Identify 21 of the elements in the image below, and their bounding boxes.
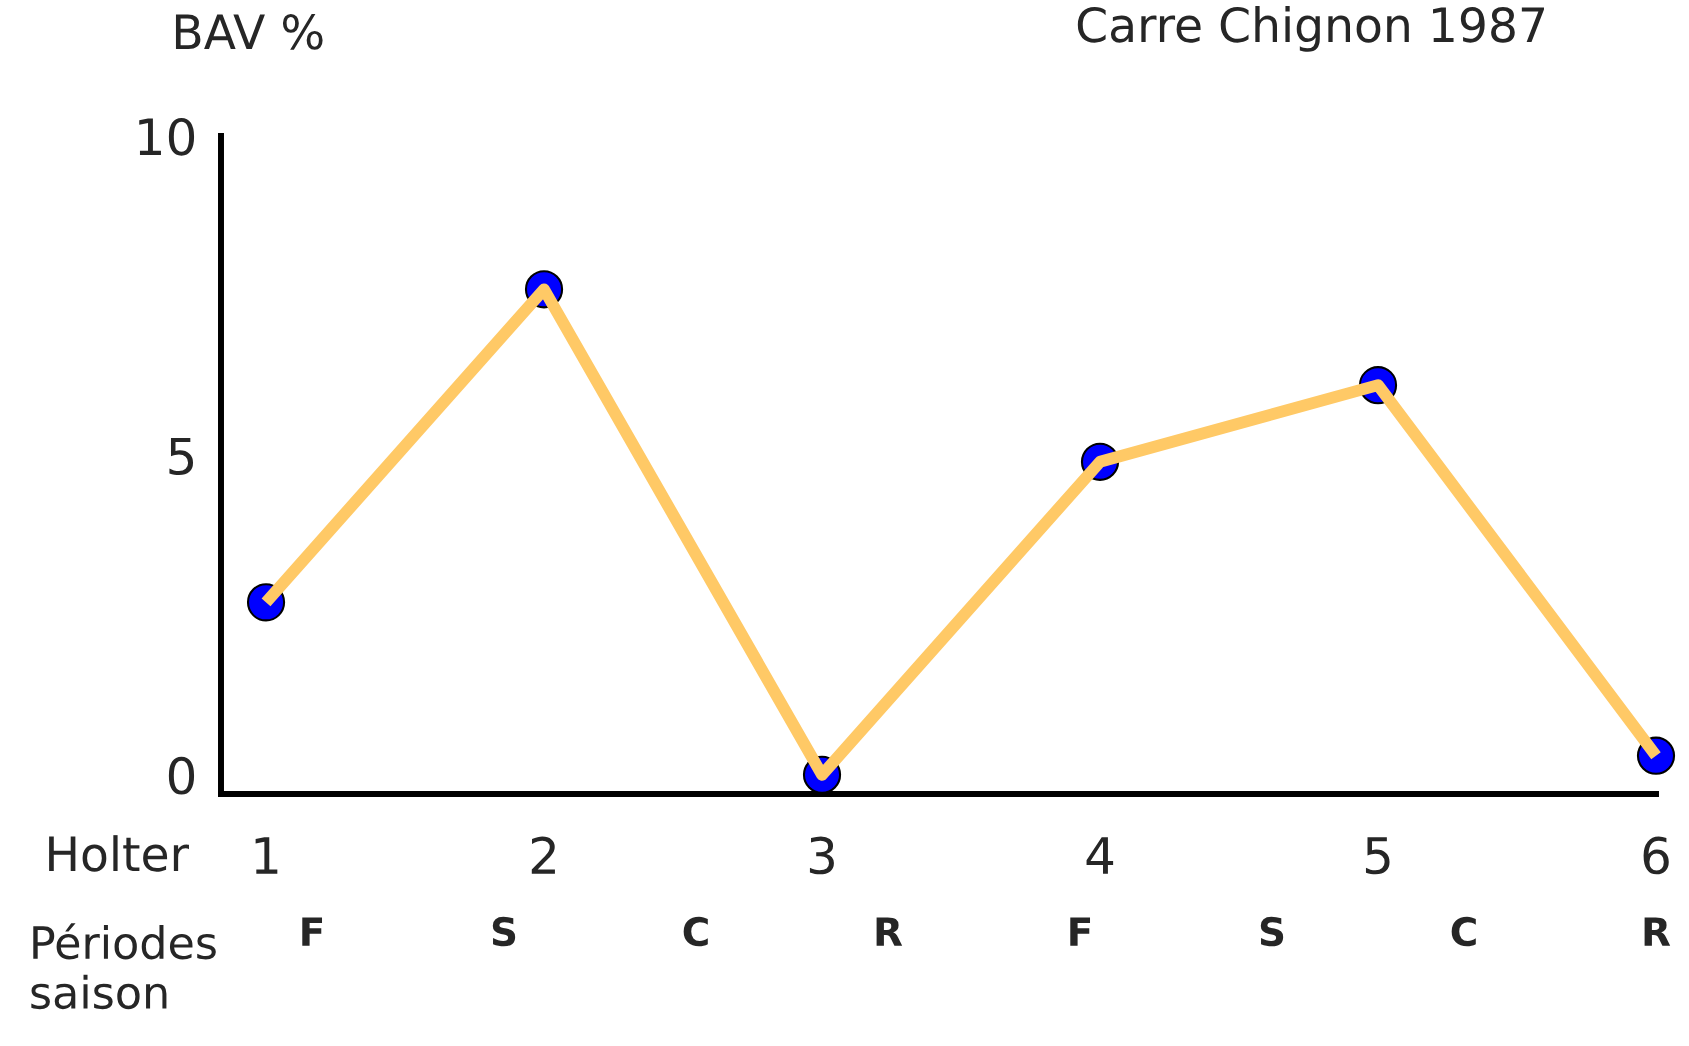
text: S bbox=[1260, 916, 1284, 947]
y-tick-label: 10 bbox=[139, 117, 195, 156]
x-tick-label: 4 bbox=[1086, 837, 1114, 874]
y-axis-title: BAV % bbox=[175, 13, 323, 50]
x-tick-label: 2 bbox=[531, 836, 555, 874]
y-tick-label: 0 bbox=[168, 756, 195, 795]
text: R bbox=[876, 917, 903, 946]
x-axis-title: Holter bbox=[49, 835, 189, 872]
x2-axis-title: Périodes saison bbox=[31, 923, 216, 1010]
text: F bbox=[302, 917, 323, 946]
y-tick-label: 5 bbox=[169, 437, 194, 476]
x-tick-label: 3 bbox=[809, 836, 834, 875]
x-tick-label: 1 bbox=[255, 837, 278, 874]
text: C bbox=[683, 916, 708, 947]
text: C bbox=[1451, 916, 1476, 947]
text: F bbox=[1070, 917, 1091, 946]
text: S bbox=[492, 916, 516, 947]
x-tick-label: 5 bbox=[1365, 837, 1390, 875]
text: R bbox=[1644, 917, 1671, 946]
x-tick-label: 6 bbox=[1643, 836, 1669, 875]
chart-title: Carre Chignon 1987 bbox=[1077, 6, 1544, 52]
